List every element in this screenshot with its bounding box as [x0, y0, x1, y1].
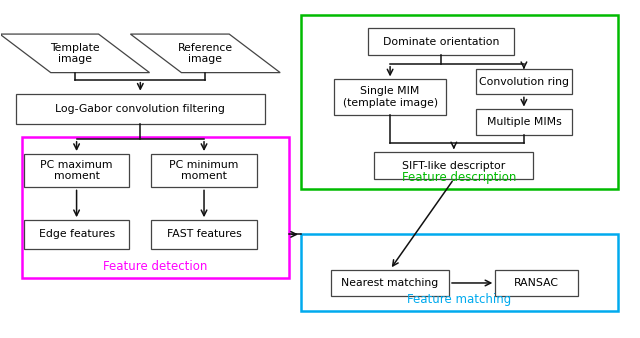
Text: Multiple MIMs: Multiple MIMs	[486, 117, 561, 127]
FancyBboxPatch shape	[374, 152, 534, 179]
Text: Edge features: Edge features	[38, 230, 115, 239]
Text: RANSAC: RANSAC	[514, 278, 559, 288]
Text: Log-Gabor convolution filtering: Log-Gabor convolution filtering	[56, 104, 225, 114]
Text: Feature description: Feature description	[403, 171, 516, 184]
Text: PC maximum
moment: PC maximum moment	[40, 160, 113, 182]
Text: Nearest matching: Nearest matching	[342, 278, 438, 288]
Text: Feature detection: Feature detection	[104, 260, 208, 273]
Text: Dominate orientation: Dominate orientation	[383, 37, 499, 47]
Text: PC minimum
moment: PC minimum moment	[170, 160, 239, 182]
FancyBboxPatch shape	[24, 220, 129, 249]
FancyBboxPatch shape	[334, 79, 446, 115]
Polygon shape	[131, 34, 280, 73]
FancyBboxPatch shape	[16, 94, 264, 124]
FancyBboxPatch shape	[24, 154, 129, 188]
Text: Template
image: Template image	[50, 43, 99, 64]
Polygon shape	[0, 34, 150, 73]
FancyBboxPatch shape	[152, 220, 257, 249]
Text: Convolution ring: Convolution ring	[479, 77, 569, 87]
Text: FAST features: FAST features	[166, 230, 241, 239]
Text: Reference
image: Reference image	[178, 43, 233, 64]
FancyBboxPatch shape	[476, 69, 572, 94]
FancyBboxPatch shape	[495, 270, 578, 296]
Text: Feature matching: Feature matching	[408, 293, 511, 307]
FancyBboxPatch shape	[368, 28, 515, 55]
FancyBboxPatch shape	[152, 154, 257, 188]
FancyBboxPatch shape	[476, 110, 572, 135]
Text: Single MIM
(template image): Single MIM (template image)	[342, 86, 438, 108]
Text: SIFT-like descriptor: SIFT-like descriptor	[402, 161, 506, 171]
FancyBboxPatch shape	[331, 270, 449, 296]
